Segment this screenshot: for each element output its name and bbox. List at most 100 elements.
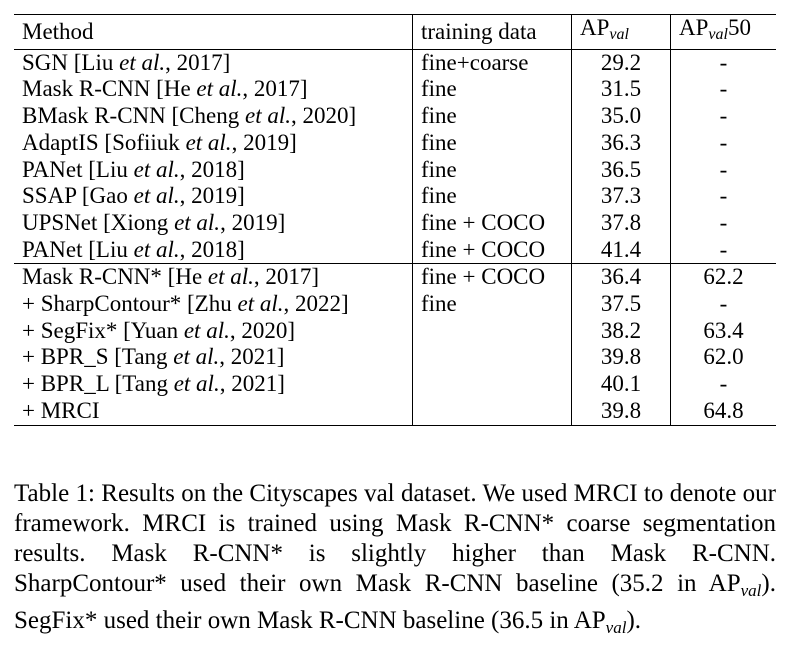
ap50-cell: - <box>719 129 728 155</box>
table-row: + SharpContour* [Zhu et al., 2022] fine … <box>14 291 776 318</box>
training-data-cell: fine <box>412 156 572 184</box>
header-training-data: training data <box>412 14 572 50</box>
table-row: PANet [Liu et al., 2018] fine 36.5 - <box>14 156 776 184</box>
header-ap50-text: AP <box>679 15 709 40</box>
ap50-cell: - <box>719 291 728 317</box>
method-name: + SharpContour* [Zhu <box>22 291 238 317</box>
caption-text: Table 1: Results on the Cityscapes val d… <box>14 480 776 597</box>
method-cell: SSAP [Gao et al., 2019] <box>14 183 413 210</box>
method-citation-year: , 2019] <box>220 209 286 235</box>
training-data-cell: fine + COCO <box>412 263 572 292</box>
training-data-cell: fine + COCO <box>412 209 572 237</box>
header-ap50-subscript: val <box>708 26 728 43</box>
table-row: + SegFix* [Yuan et al., 2020] 38.2 63.4 <box>14 317 776 345</box>
ap-cell: 31.5 <box>571 76 671 104</box>
header-ap-val: APval <box>571 14 671 50</box>
method-et-al: et al. <box>185 129 232 155</box>
ap-cell: 39.8 <box>571 397 671 426</box>
method-citation-year: , 2020] <box>229 317 296 343</box>
ap-cell: 36.4 <box>571 263 671 292</box>
method-citation-year: , 2018] <box>179 156 245 182</box>
method-name: + MRCI <box>22 397 100 423</box>
caption-text: ). SegFix* used their own Mask R-CNN bas… <box>14 570 776 634</box>
header-method: Method <box>14 14 413 50</box>
method-citation-year: , 2018] <box>179 236 245 262</box>
method-citation-year: , 2019] <box>179 183 245 209</box>
ap-cell: 41.4 <box>571 236 671 264</box>
ap50-cell: - <box>719 49 728 75</box>
caption-ap-subscript: val <box>605 618 627 637</box>
training-data-cell <box>412 317 572 345</box>
caption-text: ). <box>626 607 642 634</box>
training-data-cell: fine <box>412 76 572 104</box>
ap-cell: 36.5 <box>571 156 671 184</box>
method-et-al: et al. <box>196 76 243 102</box>
table-row: UPSNet [Xiong et al., 2019] fine + COCO … <box>14 209 776 237</box>
header-ap-subscript: val <box>609 26 629 43</box>
method-cell: BMask R-CNN [Cheng et al., 2020] <box>14 103 413 130</box>
method-name: Mask R-CNN* [He <box>22 264 208 290</box>
table-row: SSAP [Gao et al., 2019] fine 37.3 - <box>14 183 776 210</box>
method-citation-year: , 2019] <box>231 129 297 155</box>
results-table: Method training data APval APval50 SGN [… <box>14 14 776 426</box>
method-name: SSAP [Gao <box>22 183 134 209</box>
ap50-cell: 62.0 <box>703 344 744 370</box>
method-name: UPSNet [Xiong <box>22 209 175 235</box>
table-row: AdaptIS [Sofiiuk et al., 2019] fine 36.3… <box>14 129 776 157</box>
method-name: AdaptIS [Sofiiuk <box>22 129 186 155</box>
ap-cell: 37.5 <box>571 291 671 318</box>
method-name: PANet [Liu <box>22 236 134 262</box>
ap50-cell: - <box>719 236 728 262</box>
ap50-cell: - <box>719 371 728 397</box>
method-name: SGN [Liu <box>22 49 120 75</box>
ap-cell-best: 40.1 <box>571 371 671 398</box>
method-cell: + BPR_L [Tang et al., 2021] <box>14 371 413 398</box>
method-cell: PANet [Liu et al., 2018] <box>14 236 413 264</box>
ap50-cell: - <box>719 156 728 182</box>
table-row: BMask R-CNN [Cheng et al., 2020] fine 35… <box>14 103 776 130</box>
method-citation-year: , 2017] <box>165 49 231 75</box>
method-citation-year: , 2017] <box>242 76 308 102</box>
method-et-al: et al. <box>173 344 220 370</box>
training-data-cell <box>412 371 572 398</box>
ap50-cell: - <box>719 76 728 102</box>
method-cell: + BPR_S [Tang et al., 2021] <box>14 344 413 372</box>
ap50-cell: - <box>719 209 728 235</box>
training-data-cell <box>412 397 572 426</box>
ap-cell: 29.2 <box>571 49 671 77</box>
table-row: Mask R-CNN [He et al., 2017] fine 31.5 - <box>14 76 776 104</box>
method-citation-year: , 2021] <box>219 371 285 397</box>
method-et-al: et al. <box>237 291 284 317</box>
ap50-cell: - <box>719 183 728 209</box>
method-name: BMask R-CNN [Cheng <box>22 103 245 129</box>
table-row: Mask R-CNN* [He et al., 2017] fine + COC… <box>14 263 776 292</box>
table-caption: Table 1: Results on the Cityscapes val d… <box>14 479 776 643</box>
header-ap-text: AP <box>580 15 610 40</box>
method-et-al: et al. <box>173 371 220 397</box>
method-name: PANet [Liu <box>22 156 134 182</box>
method-et-al: et al. <box>119 49 166 75</box>
training-data-cell <box>412 344 572 372</box>
table-row: + MRCI 39.8 64.8 <box>14 397 776 426</box>
method-citation-year: , 2020] <box>290 103 357 129</box>
ap50-cell-best: 64.8 <box>670 397 776 426</box>
method-et-al: et al. <box>244 103 291 129</box>
ap50-cell: 63.4 <box>703 317 744 343</box>
caption-ap: AP <box>708 570 741 597</box>
method-citation-year: , 2017] <box>253 264 320 290</box>
ap-cell: 37.8 <box>571 209 671 237</box>
table-row: + BPR_L [Tang et al., 2021] 40.1 - <box>14 371 776 398</box>
header-ap50-tail: 50 <box>727 15 751 40</box>
method-name: + BPR_S [Tang <box>22 344 174 370</box>
training-data-cell: fine <box>412 103 572 130</box>
method-cell: + SharpContour* [Zhu et al., 2022] <box>14 291 413 318</box>
ap-cell: 39.8 <box>571 344 671 372</box>
method-citation-year: , 2021] <box>219 344 285 370</box>
table-row: SGN [Liu et al., 2017] fine+coarse 29.2 … <box>14 49 776 77</box>
method-et-al: et al. <box>133 236 180 262</box>
method-cell: Mask R-CNN [He et al., 2017] <box>14 76 413 104</box>
training-data-cell: fine <box>412 291 572 318</box>
method-cell: UPSNet [Xiong et al., 2019] <box>14 209 413 237</box>
ap-cell: 38.2 <box>571 317 671 345</box>
caption-ap: AP <box>573 607 606 634</box>
